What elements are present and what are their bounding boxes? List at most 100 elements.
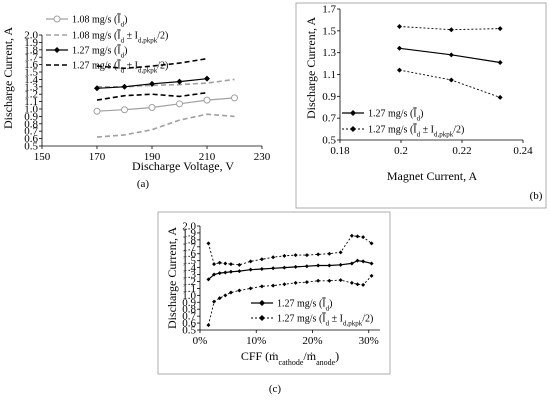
panel-c-caption: (c): [269, 383, 282, 395]
legend-b-2-label: 1.27 mg/s (Id ± Id,pkpk/2): [368, 125, 464, 139]
legend-a-2-label: 1.08 mg/s (Id ± Id,pkpk/2): [72, 31, 168, 45]
data-point: [304, 253, 309, 258]
y-tick-label: 1.5: [24, 67, 38, 79]
x-tick-label: 170: [89, 151, 106, 163]
x-tick-label: 0.2: [394, 145, 408, 157]
y-tick-label: 1.6: [182, 248, 196, 260]
x-tick-label: 230: [254, 151, 271, 163]
panel-c-legend: 1.27 mg/s (Id)1.27 mg/s (Id ± Id,pkpk/2): [251, 299, 373, 328]
data-point: [282, 265, 287, 270]
data-point: [304, 264, 309, 269]
data-point: [237, 288, 242, 293]
y-tick-label: 0.7: [182, 311, 196, 323]
data-point: [212, 272, 217, 277]
panel-c-frame: [157, 211, 391, 375]
x-tick-label: 10%: [246, 335, 266, 347]
y-tick-label: 0.7: [24, 126, 38, 138]
data-point: [497, 59, 503, 65]
y-tick-label: 1.5: [182, 255, 196, 267]
y-tick-label: 1.2: [182, 276, 196, 288]
y-tick-label: 1.1: [182, 283, 196, 295]
panel-b-caption: (b): [530, 190, 543, 202]
y-tick-label: 1.4: [24, 74, 38, 86]
data-point: [121, 83, 128, 90]
data-point: [248, 259, 253, 264]
data-point: [259, 257, 264, 262]
panel-b-legend: 1.27 mg/s (Id) 1.27 mg/s (Id ± Id,pkpk/2): [342, 109, 464, 139]
data-point: [259, 266, 264, 271]
y-tick-label: 1.7: [24, 52, 38, 64]
panel-a-ylabel: Discharge Current, A: [1, 27, 15, 129]
y-tick-label: 1.8: [24, 44, 38, 56]
data-point: [223, 293, 228, 298]
y-tick-label: 1.3: [24, 81, 38, 93]
data-point: [327, 278, 332, 283]
y-tick-label: 1.0: [182, 290, 196, 302]
panel-c: Discharge Current, A CFF (ṁcathode/ṁanod…: [157, 211, 391, 395]
data-point: [206, 241, 211, 246]
y-tick-label: 0.6: [24, 133, 38, 145]
x-tick-label: 30%: [359, 335, 379, 347]
data-point: [259, 284, 264, 289]
data-point: [206, 277, 211, 282]
legend-a-1-label: 1.08 mg/s (Id): [72, 15, 127, 29]
panel-b-xlabel: Magnet Current, A: [387, 169, 478, 183]
data-point: [369, 241, 374, 246]
data-point: [223, 270, 228, 275]
y-tick-label: 1.1: [322, 69, 336, 81]
data-point: [497, 26, 503, 32]
legend-a-4-label: 1.27 mg/s (Id ± Id,pkpk/2): [72, 61, 168, 75]
y-tick-label: 1.7: [322, 4, 336, 16]
data-point: [231, 94, 238, 102]
x-tick-label: 0.24: [513, 145, 533, 157]
y-tick-label: 2.0: [24, 30, 38, 42]
data-point: [361, 282, 366, 287]
y-tick-label: 1.7: [182, 241, 196, 253]
y-tick-label: 2.0: [182, 221, 196, 233]
data-point: [338, 250, 343, 255]
y-tick-label: 1.1: [24, 96, 38, 108]
series-line-2: [399, 69, 501, 98]
data-point: [148, 104, 156, 112]
y-tick-label: 0.6: [182, 318, 196, 330]
data-point: [361, 235, 366, 240]
data-point: [349, 280, 354, 285]
x-tick-label: 0.18: [330, 145, 350, 157]
data-point: [271, 255, 276, 260]
data-point: [293, 253, 298, 258]
data-point: [497, 94, 503, 100]
y-tick-label: 1.3: [182, 269, 196, 281]
data-point: [396, 67, 402, 73]
data-point: [327, 263, 332, 268]
y-tick-label: 0.9: [322, 91, 336, 103]
data-point: [338, 262, 343, 267]
data-point: [206, 323, 211, 328]
y-tick-label: 1.9: [24, 37, 38, 49]
x-tick-label: 0.22: [452, 145, 471, 157]
y-tick-label: 0.8: [182, 304, 196, 316]
y-tick-label: 0.5: [322, 135, 336, 147]
legend-c-2-label: 1.27 mg/s (Id ± Id,pkpk/2): [277, 314, 373, 328]
data-point: [316, 278, 321, 283]
legend-c-1-marker: [259, 300, 265, 306]
data-point: [271, 283, 276, 288]
series-line-0: [208, 260, 372, 280]
panel-c-plot: 0.50.60.70.80.91.01.11.21.31.41.51.61.71…: [182, 221, 380, 347]
data-point: [121, 106, 128, 114]
data-point: [248, 267, 253, 272]
data-point: [293, 264, 298, 269]
y-tick-label: 0.9: [182, 297, 196, 309]
y-tick-label: 1.6: [24, 59, 38, 71]
data-point: [212, 299, 217, 304]
x-tick-label: 210: [199, 151, 216, 163]
y-tick-label: 0.8: [24, 118, 38, 130]
data-point: [361, 259, 366, 264]
data-point: [223, 261, 228, 266]
x-tick-label: 20%: [302, 335, 322, 347]
x-tick-label: 0%: [193, 335, 208, 347]
y-tick-label: 0.5: [182, 325, 196, 337]
series-line-4: [96, 57, 208, 70]
panel-a-legend: 1.08 mg/s (Id) 1.08 mg/s (Id ± Id,pkpk/2)…: [46, 15, 168, 75]
data-point: [369, 273, 374, 278]
